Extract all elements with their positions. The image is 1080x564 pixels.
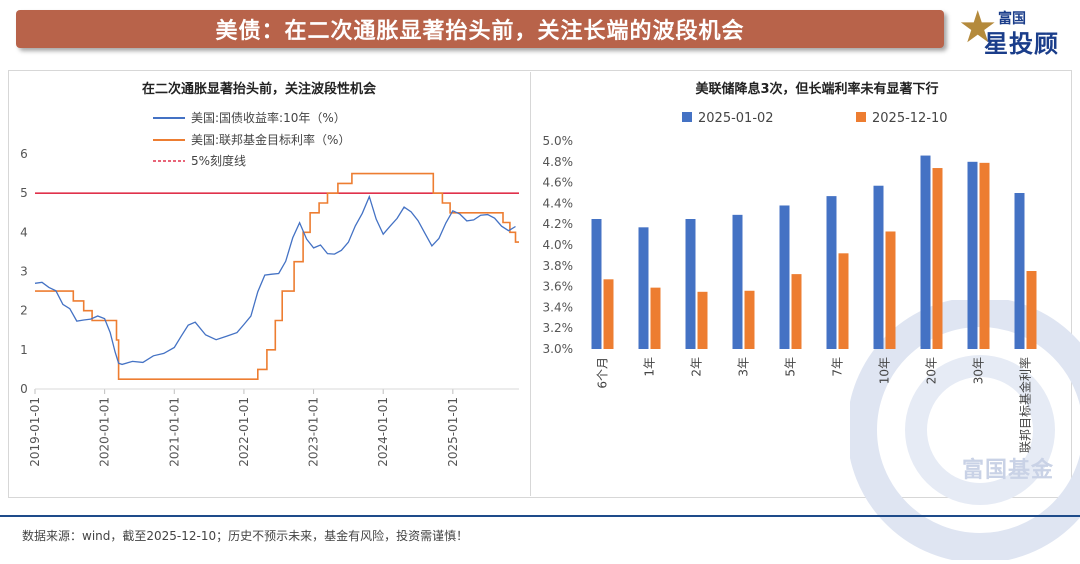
y-tick-label: 6 xyxy=(20,147,28,161)
y-tick-label: 3.6% xyxy=(543,280,574,294)
x-tick-label: 3年 xyxy=(737,357,751,377)
title-banner: 美债：在二次通胀显著抬头前，关注长端的波段机会 xyxy=(16,10,944,48)
x-tick-label: 2年 xyxy=(690,357,704,377)
chart-panel-frame xyxy=(8,70,1072,498)
legend-label-fed-rate: 美国:联邦基金目标利率（%） xyxy=(191,132,350,147)
bar-2025-01-02-联邦目标基金利率 xyxy=(1014,193,1025,349)
y-tick-label: 5.0% xyxy=(543,134,574,148)
legend-swatch-2025-01-02 xyxy=(682,112,692,122)
bar-2025-01-02-10年 xyxy=(873,185,884,349)
y-tick-label: 1 xyxy=(20,343,28,357)
footer-note: 数据来源：wind，截至2025-12-10；历史不预示未来，基金有风险，投资需… xyxy=(22,529,469,543)
series-line-yield xyxy=(34,194,516,366)
bar-2025-12-10-30年 xyxy=(979,162,990,349)
y-tick-label: 4.8% xyxy=(543,155,574,169)
bar-chart-title: 美联储降息3次，但长端利率未有显著下行 xyxy=(695,81,938,97)
x-tick-label: 2025-01-01 xyxy=(446,397,460,467)
bar-chart-legend: 2025-01-02 2025-12-10 xyxy=(682,111,948,126)
bar-2025-01-02-20年 xyxy=(920,155,931,349)
bar-2025-01-02-2年 xyxy=(685,219,696,349)
line-chart-title: 在二次通胀显著抬头前，关注波段性机会 xyxy=(142,81,377,97)
bar-2025-12-10-3年 xyxy=(744,290,755,349)
bar-chart: 美联储降息3次，但长端利率未有显著下行 2025-01-02 2025-12-1… xyxy=(543,81,1037,453)
bar-2025-01-02-5年 xyxy=(779,205,790,349)
panel-divider xyxy=(530,72,531,496)
banner-title: 美债：在二次通胀显著抬头前，关注长端的波段机会 xyxy=(215,19,745,44)
y-tick-label: 4.6% xyxy=(543,176,574,190)
x-tick-label: 20年 xyxy=(925,357,939,384)
x-tick-label: 2022-01-01 xyxy=(237,397,251,467)
x-tick-label: 2023-01-01 xyxy=(307,397,321,467)
logo-main-text: 星投顾 xyxy=(984,30,1059,58)
bar-2025-12-10-6个月 xyxy=(603,279,614,349)
watermark-text: 富国基金 xyxy=(962,458,1055,483)
y-tick-label: 5 xyxy=(20,186,28,200)
bar-2025-01-02-3年 xyxy=(732,214,743,349)
x-tick-label: 6个月 xyxy=(596,357,610,389)
y-tick-label: 3.4% xyxy=(543,300,574,314)
y-tick-label: 4 xyxy=(20,225,28,239)
legend-label-5pct: 5%刻度线 xyxy=(191,153,246,168)
x-tick-label: 10年 xyxy=(878,357,892,384)
legend-label-yield: 美国:国债收益率:10年（%） xyxy=(191,110,346,125)
y-tick-label: 3 xyxy=(20,265,28,279)
bar-2025-01-02-7年 xyxy=(826,196,837,349)
x-tick-label: 2021-01-01 xyxy=(167,397,181,467)
bar-2025-12-10-10年 xyxy=(885,231,896,349)
legend-label-2025-01-02: 2025-01-02 xyxy=(698,111,774,126)
x-tick-label: 30年 xyxy=(972,357,986,384)
y-tick-label: 3.0% xyxy=(543,342,574,356)
x-tick-label: 2024-01-01 xyxy=(376,397,390,467)
y-tick-label: 4.4% xyxy=(543,196,574,210)
logo-top-text: 富国 xyxy=(998,11,1026,27)
bar-2025-12-10-20年 xyxy=(932,168,943,349)
bar-2025-12-10-5年 xyxy=(791,274,802,349)
x-tick-label: 5年 xyxy=(784,357,798,377)
series-line-fed-rate xyxy=(35,172,519,381)
bar-2025-12-10-联邦目标基金利率 xyxy=(1026,271,1037,349)
y-tick-label: 4.2% xyxy=(543,217,574,231)
line-chart: 在二次通胀显著抬头前，关注波段性机会 美国:国债收益率:10年（%） 美国:联邦… xyxy=(20,81,519,467)
y-tick-label: 3.8% xyxy=(543,259,574,273)
x-tick-label: 2020-01-01 xyxy=(98,397,112,467)
x-tick-label: 1年 xyxy=(643,357,657,377)
bar-2025-12-10-2年 xyxy=(697,291,708,349)
bar-2025-01-02-1年 xyxy=(638,227,649,349)
y-tick-label: 0 xyxy=(20,382,28,396)
bar-2025-01-02-30年 xyxy=(967,161,978,349)
y-tick-label: 2 xyxy=(20,304,28,318)
line-chart-legend: 美国:国债收益率:10年（%） 美国:联邦基金目标利率（%） 5%刻度线 xyxy=(153,110,350,168)
bar-2025-12-10-7年 xyxy=(838,253,849,349)
legend-label-2025-12-10: 2025-12-10 xyxy=(872,111,948,126)
legend-swatch-2025-12-10 xyxy=(856,112,866,122)
logo: ★ 富国 星投顾 xyxy=(958,2,1076,59)
y-tick-label: 3.2% xyxy=(543,321,574,335)
x-tick-label: 联邦目标基金利率 xyxy=(1018,357,1033,453)
x-tick-label: 7年 xyxy=(831,357,845,377)
star-icon: ★ xyxy=(958,2,998,53)
y-tick-label: 4.0% xyxy=(543,238,574,252)
x-tick-label: 2019-01-01 xyxy=(28,397,42,467)
bar-2025-12-10-1年 xyxy=(650,287,661,349)
bar-2025-01-02-6个月 xyxy=(591,219,602,349)
footer-divider xyxy=(0,515,1080,517)
